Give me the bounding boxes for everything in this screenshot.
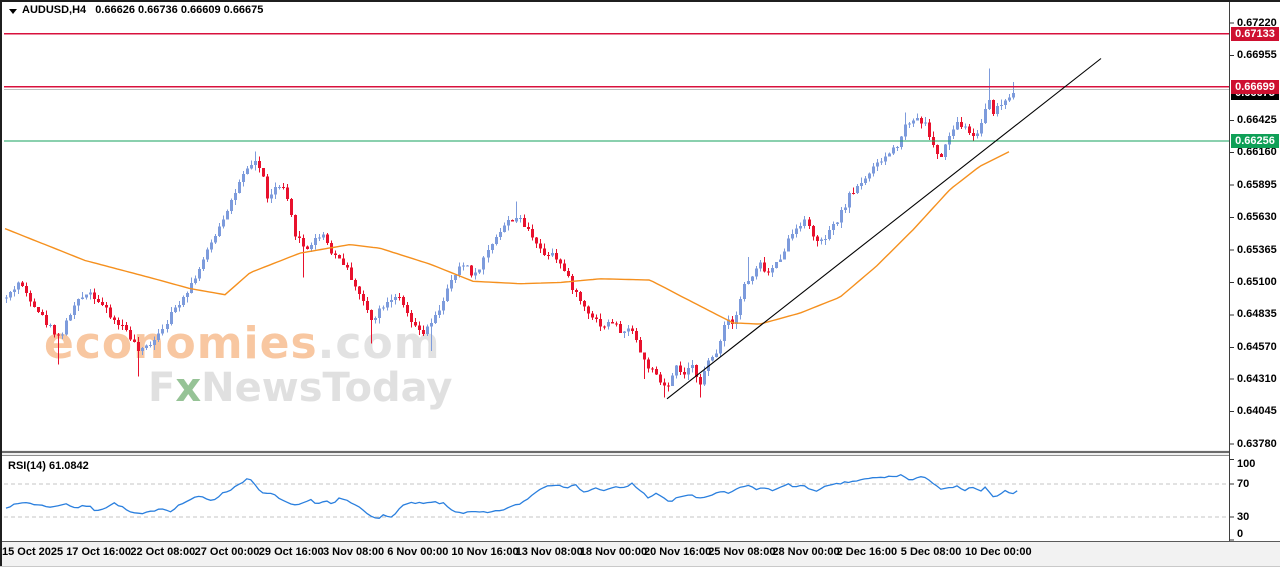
panel-splitter[interactable]: [2, 450, 1229, 456]
price-axis-label: 0.66160: [1237, 146, 1277, 159]
price-level-badge: 0.67133: [1231, 26, 1279, 41]
time-axis-label: 17 Oct 16:00: [66, 546, 132, 558]
time-axis-label: 3 Nov 08:00: [323, 546, 385, 558]
time-axis-label: 10 Nov 16:00: [451, 546, 519, 558]
time-axis-label: 27 Oct 00:00: [194, 546, 260, 558]
price-axis-label: 0.65630: [1237, 211, 1277, 224]
title-ohlc: 0.66626 0.66736 0.66609 0.66675: [95, 4, 264, 16]
time-axis-label: 18 Nov 00:00: [579, 546, 648, 558]
time-axis-label: 22 Oct 08:00: [130, 546, 196, 558]
time-axis-label: 15 Oct 2025: [2, 546, 64, 558]
price-level-badge: 0.66256: [1231, 133, 1279, 148]
symbol-timeframe: AUDUSD,H4: [22, 4, 87, 16]
time-axis-label: 2 Dec 16:00: [836, 546, 898, 558]
chart-menu-arrow-icon[interactable]: [9, 9, 17, 14]
price-axis-label: 0.64835: [1237, 308, 1277, 321]
price-axis-label: 0.67220: [1237, 16, 1277, 29]
window-border-top: [0, 0, 1280, 2]
price-axis-label: 0.65100: [1237, 275, 1277, 288]
price-level-badge: 0.66699: [1231, 79, 1279, 94]
price-axis-label: 0.63780: [1237, 437, 1277, 450]
price-axis-label: 0.65365: [1237, 243, 1277, 256]
price-axis-label: 0.64045: [1237, 405, 1277, 418]
time-axis-label: 6 Nov 00:00: [387, 546, 449, 558]
price-axis-label: 0.64310: [1237, 372, 1277, 385]
time-axis-label: 28 Nov 00:00: [772, 546, 840, 558]
chart-title: AUDUSD,H4 0.66626 0.66736 0.66609 0.66675: [22, 4, 263, 16]
time-axis[interactable]: [2, 541, 1280, 566]
rsi-axis-label: 100: [1237, 458, 1256, 470]
rsi-axis-label: 30: [1237, 510, 1250, 523]
time-axis-label: 13 Nov 08:00: [515, 546, 583, 558]
rsi-axis-label: 0: [1237, 528, 1244, 540]
price-axis-label: 0.64570: [1237, 340, 1277, 353]
price-axis-label: 0.66955: [1237, 48, 1277, 61]
price-axis-border: [1229, 2, 1230, 541]
time-axis-label: 29 Oct 16:00: [258, 546, 324, 558]
price-axis-label: 0.65895: [1237, 178, 1277, 191]
price-axis-label: 0.66425: [1237, 113, 1277, 126]
rsi-value: 61.0842: [48, 460, 89, 472]
time-axis-label: 20 Nov 16:00: [644, 546, 712, 558]
window-border-left: [0, 0, 2, 567]
time-axis-label: 25 Nov 08:00: [708, 546, 776, 558]
time-axis-label: 10 Dec 00:00: [965, 546, 1032, 558]
time-axis-label: 5 Dec 08:00: [900, 546, 962, 558]
rsi-indicator-label: RSI(14) 61.0842: [8, 460, 89, 472]
rsi-axis-label: 70: [1237, 477, 1250, 490]
